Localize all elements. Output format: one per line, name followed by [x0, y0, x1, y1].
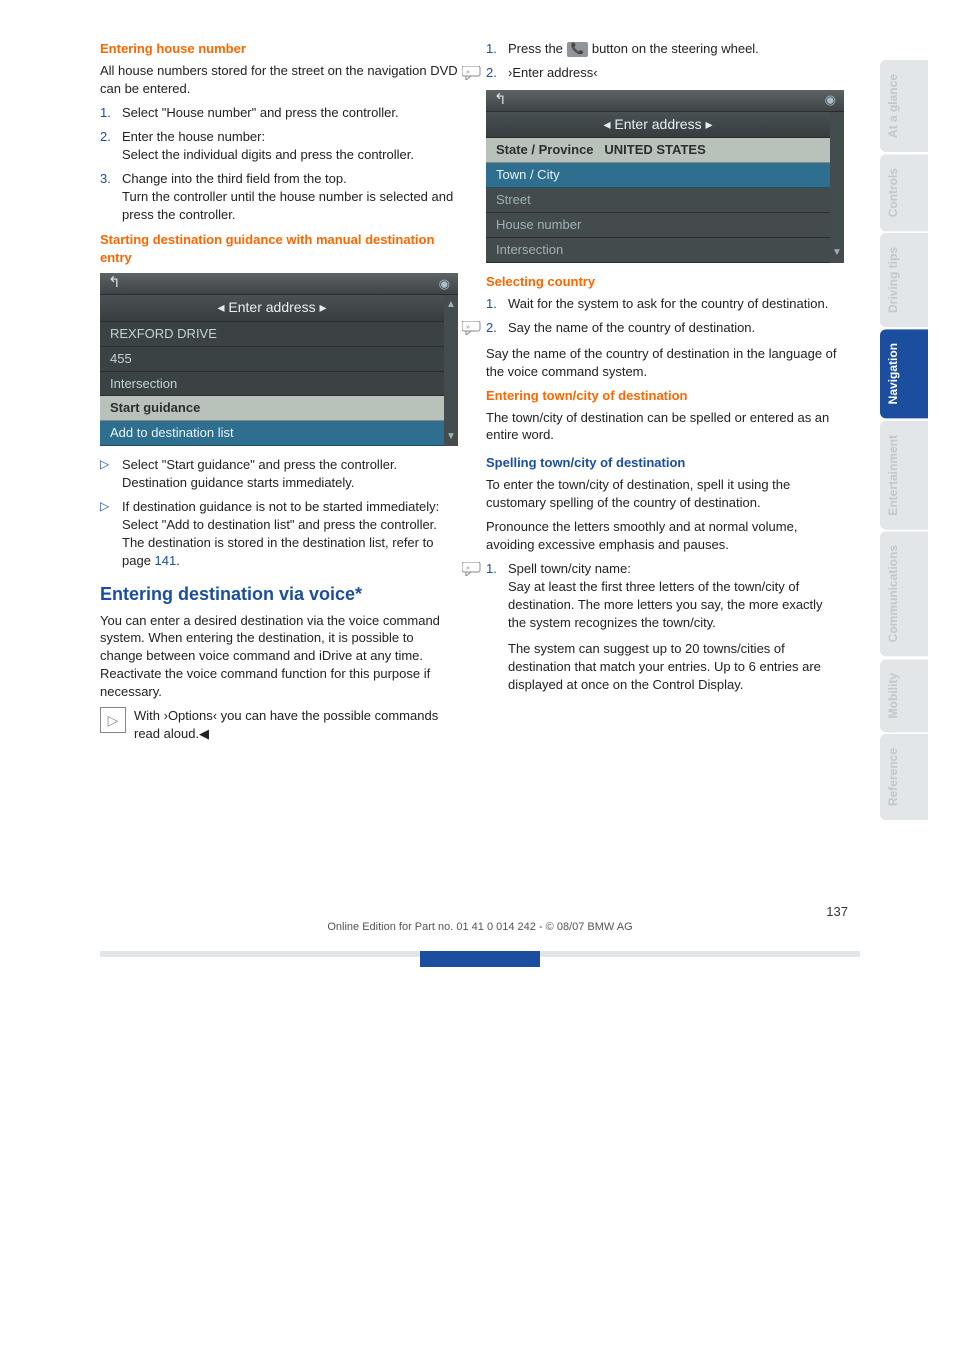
- ordered-list: 1. Press the 📞 button on the steering wh…: [486, 40, 844, 82]
- paragraph: All house numbers stored for the street …: [100, 62, 458, 98]
- back-icon: ↰: [108, 273, 121, 294]
- panel-title: ◂ Enter address ▸: [486, 112, 830, 138]
- panel-title-text: Enter address: [228, 299, 315, 315]
- tab-navigation[interactable]: Navigation: [880, 329, 928, 418]
- footer-blue-bar: [420, 951, 540, 967]
- list-text: Change into the third field from the top…: [122, 171, 347, 186]
- paragraph: You can enter a desired destination via …: [100, 612, 458, 702]
- page-footer: 137 Online Edition for Part no. 01 41 0 …: [100, 900, 860, 967]
- clock-icon: ◉: [439, 275, 450, 293]
- clock-icon: ◉: [825, 91, 836, 109]
- list-text: Select "Start guidance" and press the co…: [122, 457, 397, 472]
- list-item: If destination guidance is not to be sta…: [100, 498, 458, 570]
- left-column: Entering house number All house numbers …: [100, 40, 458, 820]
- heading-entering-destination-voice: Entering destination via voice*: [100, 584, 458, 606]
- panel-title-text: Enter address: [614, 116, 701, 132]
- note-text: With ›Options‹ you can have the possible…: [134, 707, 458, 743]
- panel-row-selected: State / Province UNITED STATES: [486, 138, 830, 163]
- list-text: Enter the house number:: [122, 129, 265, 144]
- paragraph: The town/city of destination can be spel…: [486, 409, 844, 445]
- text: .: [176, 553, 180, 568]
- page-number: 137: [100, 904, 860, 919]
- note-box: ▷ With ›Options‹ you can have the possib…: [100, 707, 458, 743]
- nav-screenshot-2: ↰ ◉ ◂ Enter address ▸ State / Province U…: [486, 90, 844, 263]
- heading-spelling-town: Spelling town/city of destination: [486, 454, 844, 472]
- list-text: Say the name of the country of destinati…: [508, 320, 755, 335]
- list-item: 3. Change into the third field from the …: [100, 170, 458, 224]
- list-item: 1. Press the 📞 button on the steering wh…: [486, 40, 844, 58]
- panel-row-selected: Start guidance: [100, 396, 444, 421]
- note-triangle-icon: ▷: [100, 707, 126, 733]
- side-tabs: At a glance Controls Driving tips Naviga…: [880, 40, 928, 820]
- ordered-list: 1.Wait for the system to ask for the cou…: [486, 295, 844, 337]
- panel-row: 455: [100, 347, 444, 372]
- svg-text:»: »: [466, 69, 470, 76]
- voice-bubble-icon: »: [462, 66, 482, 80]
- list-text: Turn the controller until the house numb…: [122, 189, 453, 222]
- ordered-list: 1.Select "House number" and press the co…: [100, 104, 458, 224]
- heading-selecting-country: Selecting country: [486, 273, 844, 291]
- paragraph: Say the name of the country of destinati…: [486, 345, 844, 381]
- panel-row: Add to destination list: [100, 421, 444, 446]
- paragraph: Pronounce the letters smoothly and at no…: [486, 518, 844, 554]
- text: button on the steering wheel.: [588, 41, 759, 56]
- text: Press the: [508, 41, 567, 56]
- voice-button-icon: 📞: [567, 42, 589, 57]
- back-icon: ↰: [494, 90, 507, 111]
- tab-entertainment[interactable]: Entertainment: [880, 421, 928, 530]
- panel-row: Intersection: [100, 372, 444, 397]
- page-link[interactable]: 141: [155, 553, 177, 568]
- list-text: Select "Add to destination list" and pre…: [122, 517, 437, 532]
- list-item: 2. » Say the name of the country of dest…: [486, 319, 844, 337]
- scroll-indicator: ▼: [830, 112, 844, 263]
- svg-text:»: »: [466, 565, 470, 572]
- panel-titlebar: ↰ ◉: [486, 90, 844, 112]
- bullet-list: Select "Start guidance" and press the co…: [100, 456, 458, 570]
- list-text: Select the individual digits and press t…: [122, 147, 414, 162]
- paragraph: To enter the town/city of destination, s…: [486, 476, 844, 512]
- panel-row: Street: [486, 188, 830, 213]
- panel-value: UNITED STATES: [604, 142, 705, 157]
- voice-bubble-icon: »: [462, 321, 482, 335]
- tab-reference[interactable]: Reference: [880, 734, 928, 820]
- list-item: 1.Select "House number" and press the co…: [100, 104, 458, 122]
- heading-entering-town: Entering town/city of destination: [486, 387, 844, 405]
- voice-bubble-icon: »: [462, 562, 482, 576]
- list-text: Destination guidance starts immediately.: [122, 475, 354, 490]
- list-text: ›Enter address‹: [508, 65, 598, 80]
- list-item: 2. » ›Enter address‹: [486, 64, 844, 82]
- list-text: Say at least the first three letters of …: [508, 579, 823, 630]
- svg-text:»: »: [466, 324, 470, 331]
- list-item: 1. » Spell town/city name: Say at least …: [486, 560, 844, 632]
- heading-entering-house-number: Entering house number: [100, 40, 458, 58]
- list-text: If destination guidance is not to be sta…: [122, 499, 439, 514]
- scroll-indicator: ▲▼: [444, 295, 458, 446]
- panel-row: Intersection: [486, 238, 830, 263]
- panel-row: House number: [486, 213, 830, 238]
- heading-start-guidance: Starting destination guidance with manua…: [100, 231, 458, 267]
- panel-title: ◂ Enter address ▸: [100, 295, 444, 321]
- list-text: Wait for the system to ask for the count…: [508, 296, 828, 311]
- list-text: Select "House number" and press the cont…: [122, 105, 399, 120]
- tab-communications[interactable]: Communications: [880, 531, 928, 656]
- tab-controls[interactable]: Controls: [880, 154, 928, 231]
- footer-line: Online Edition for Part no. 01 41 0 014 …: [100, 921, 860, 933]
- list-text: Spell town/city name:: [508, 561, 631, 576]
- right-column: 1. Press the 📞 button on the steering wh…: [486, 40, 844, 820]
- list-text: The destination is stored in the destina…: [122, 535, 433, 568]
- panel-row: REXFORD DRIVE: [100, 322, 444, 347]
- list-item: 1.Wait for the system to ask for the cou…: [486, 295, 844, 313]
- panel-titlebar: ↰ ◉: [100, 273, 458, 295]
- nav-screenshot-1: ↰ ◉ ◂ Enter address ▸ REXFORD DRIVE 455 …: [100, 273, 458, 446]
- list-item: Select "Start guidance" and press the co…: [100, 456, 458, 492]
- ordered-list: 1. » Spell town/city name: Say at least …: [486, 560, 844, 632]
- tab-driving-tips[interactable]: Driving tips: [880, 233, 928, 327]
- list-text: Press the 📞 button on the steering wheel…: [508, 41, 759, 56]
- tab-at-a-glance[interactable]: At a glance: [880, 60, 928, 152]
- list-item: 2. Enter the house number: Select the in…: [100, 128, 458, 164]
- panel-row: Town / City: [486, 163, 830, 188]
- tab-mobility[interactable]: Mobility: [880, 659, 928, 732]
- panel-label: State / Province: [496, 142, 594, 157]
- paragraph: The system can suggest up to 20 towns/ci…: [486, 640, 844, 694]
